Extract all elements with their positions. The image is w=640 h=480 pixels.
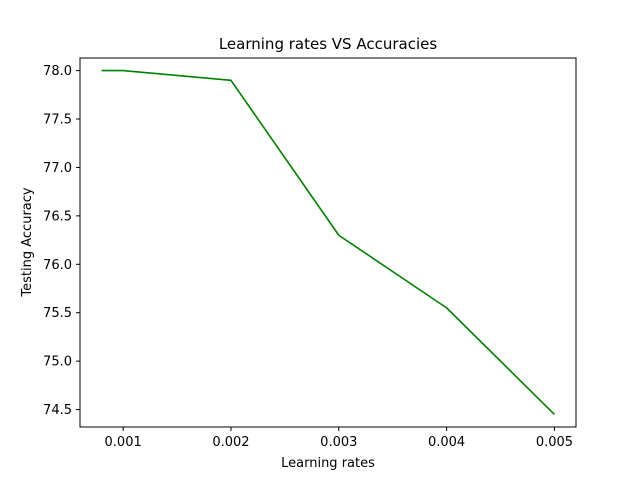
y-tick-label: 76.5 [43, 209, 72, 224]
y-tick-label: 75.0 [43, 355, 72, 370]
y-axis-label: Testing Accuracy [20, 187, 35, 297]
x-tick-label: 0.005 [536, 435, 573, 450]
x-tick-label: 0.001 [105, 435, 142, 450]
x-tick-label: 0.002 [212, 435, 249, 450]
x-axis-label: Learning rates [281, 456, 375, 471]
plot-frame [79, 57, 577, 428]
chart-title: Learning rates VS Accuracies [219, 35, 437, 53]
y-tick-label: 77.0 [43, 161, 72, 176]
plot-area [80, 58, 576, 427]
series-layer [101, 69, 555, 415]
x-axis-ticks: 0.001 0.002 0.003 0.004 0.005 [105, 427, 573, 450]
y-tick-label: 76.0 [43, 258, 72, 273]
series-line [101, 69, 555, 415]
x-tick-label: 0.003 [320, 435, 357, 450]
y-tick-label: 78.0 [43, 64, 72, 79]
y-tick-label: 77.5 [43, 113, 72, 128]
x-tick-label: 0.004 [428, 435, 465, 450]
y-axis-ticks: 74.5 75.0 75.5 76.0 76.5 77.0 77.5 78.0 [43, 64, 80, 418]
y-tick-label: 75.5 [43, 306, 72, 321]
y-tick-label: 74.5 [43, 403, 72, 418]
